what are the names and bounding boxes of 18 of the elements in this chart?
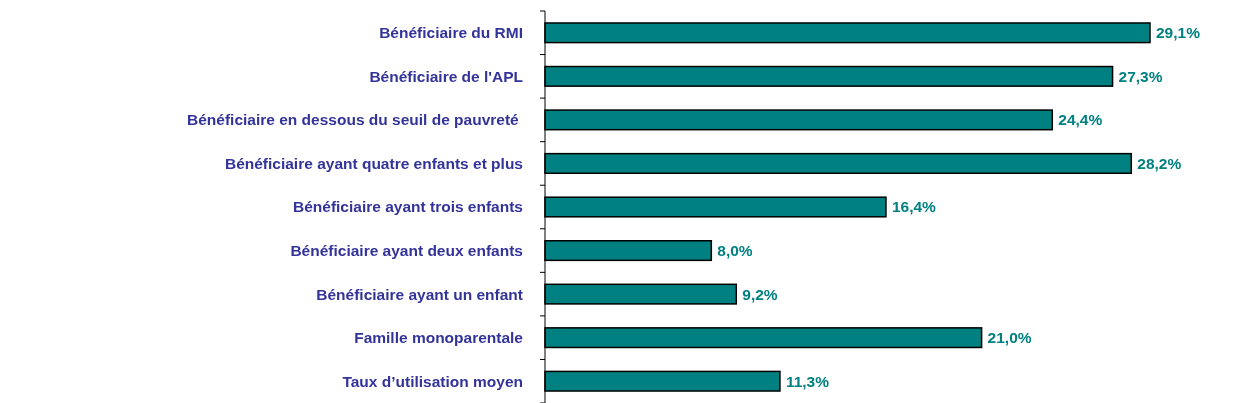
y-tick-label: Bénéficiaire ayant deux enfants [290,241,523,259]
data-label: 16,4% [891,198,937,216]
data-label: 11,3% [785,372,830,390]
y-tick-label: Taux d’utilisation moyen [342,372,523,390]
y-tick-label: Bénéficiaire du RMI [379,24,523,42]
data-label: 8,0% [717,241,753,259]
data-label: 24,4% [1058,111,1103,129]
y-tick-label: Bénéficiaire ayant un enfant [316,285,523,303]
y-tick-label: Bénéficiaire en dessous du seuil de pauvreté [187,111,523,129]
y-tick-label: Bénéficiaire ayant trois enfants [293,198,523,216]
data-label: 28,2% [1137,154,1182,172]
y-tick-label: Bénéficiaire ayant quatre enfants et plus [224,154,523,172]
data-label: 9,2% [742,285,778,303]
y-tick-label: Bénéficiaire de l'APL [369,67,523,85]
data-label: 27,3% [1118,67,1163,85]
data-label: 21,0% [987,329,1032,347]
data-label: 29,1% [1156,24,1201,42]
y-tick-label: Famille monoparentale [354,329,524,347]
